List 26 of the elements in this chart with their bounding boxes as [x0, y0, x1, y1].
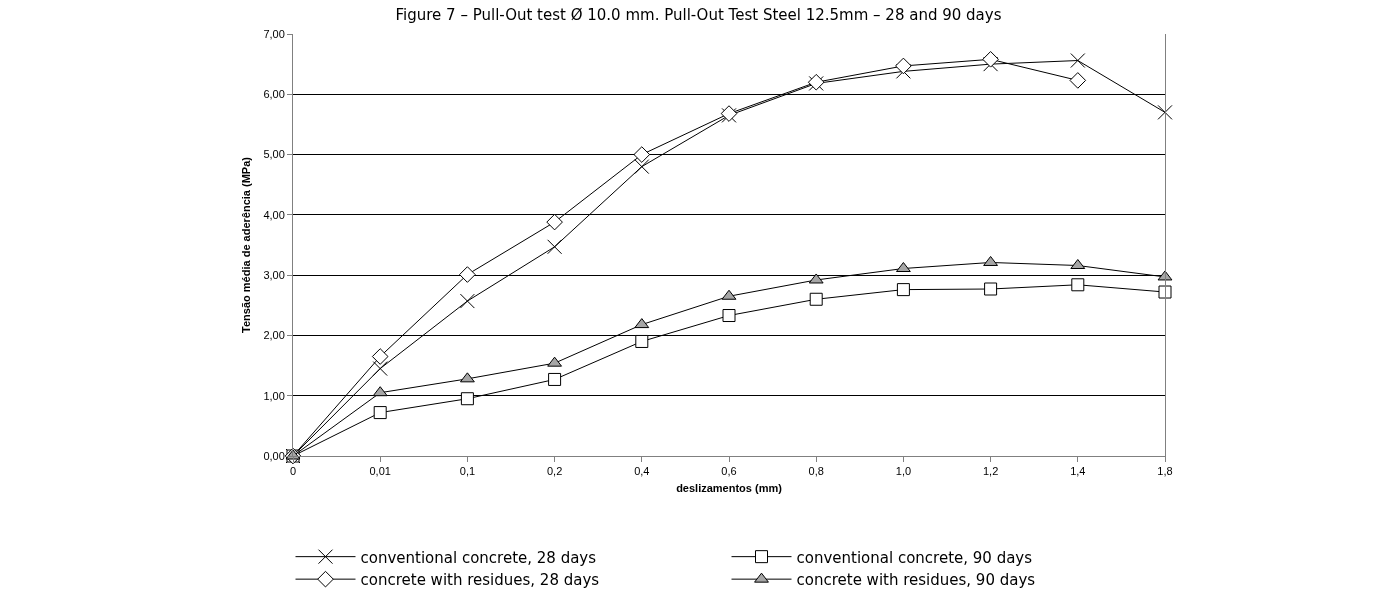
y-tick-label: 4,00	[263, 208, 285, 221]
x-tick-label: 1,8	[1157, 465, 1173, 478]
x-axis-title: deslizamentos (mm)	[676, 482, 783, 495]
y-tick-label: 6,00	[263, 88, 285, 101]
legend-label: concrete with residues, 90 days	[796, 571, 1036, 589]
y-tick-label: 1,00	[263, 389, 285, 402]
y-tick-label: 7,00	[263, 27, 285, 40]
x-tick-label: 1,4	[1070, 465, 1086, 478]
y-axis-title: Tensão média de aderência (MPa)	[240, 156, 253, 333]
y-tick-label: 3,00	[263, 268, 285, 281]
legend-label: conventional concrete, 28 days	[360, 548, 597, 567]
y-tick-label: 5,00	[263, 148, 285, 161]
chart-title: Figure 7 – Pull-Out test Ø 10.0 mm. Pull-Out Test Steel 12.5mm – 28 and 90 days	[395, 5, 1002, 24]
legend-label: conventional concrete, 90 days	[796, 548, 1033, 567]
x-tick-label: 0,01	[369, 465, 391, 478]
y-tick-label: 0,00	[263, 449, 285, 462]
x-tick-label: 1,2	[982, 465, 999, 478]
x-tick-label: 0	[289, 465, 297, 478]
y-tick-label: 2,00	[263, 329, 285, 342]
x-tick-label: 0,2	[546, 465, 563, 478]
x-tick-label: 1,0	[895, 465, 912, 478]
x-tick-label: 0,4	[634, 465, 650, 478]
x-tick-label: 0,8	[808, 465, 824, 478]
x-tick-label: 0,1	[459, 465, 476, 478]
legend-label: concrete with residues, 28 days	[360, 571, 600, 589]
x-tick-label: 0,6	[721, 465, 737, 478]
